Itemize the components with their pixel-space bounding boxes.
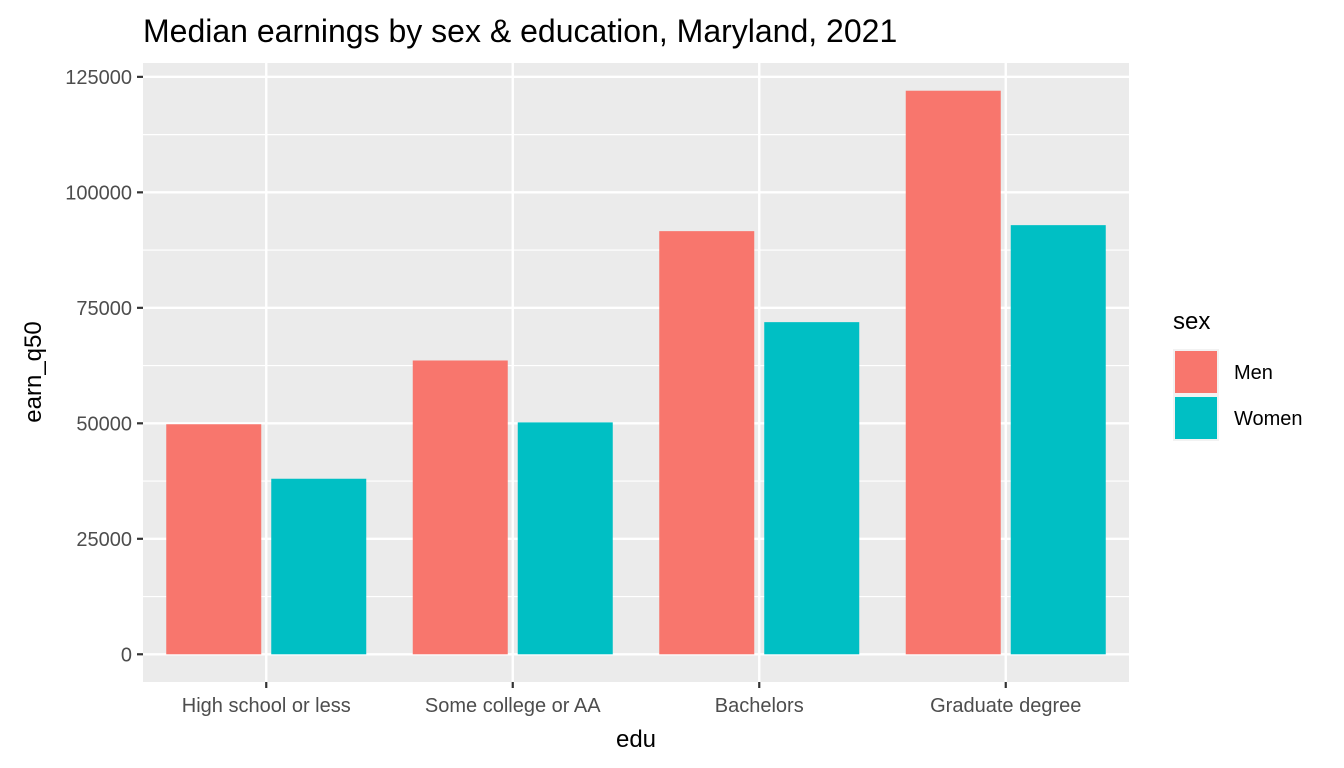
x-tick-label: Graduate degree — [930, 695, 1081, 717]
legend: sex Men Women — [1173, 308, 1303, 441]
bar-women — [764, 322, 860, 655]
legend-title: sex — [1173, 308, 1210, 335]
y-axis: 0 25000 50000 75000 100000 125000 — [65, 67, 143, 666]
bar-women — [1010, 225, 1106, 655]
bar-women — [271, 478, 367, 655]
x-tick-label: High school or less — [182, 695, 351, 717]
y-tick-label: 0 — [121, 644, 132, 666]
bar-women — [517, 422, 613, 655]
legend-label: Women — [1234, 408, 1303, 430]
x-tick-label: Bachelors — [715, 695, 804, 717]
legend-label: Men — [1234, 362, 1273, 384]
bar-men — [412, 360, 508, 655]
x-tick-label: Some college or AA — [425, 695, 601, 717]
y-axis-title: earn_q50 — [20, 321, 47, 422]
bar-men — [659, 231, 755, 655]
y-tick-label: 125000 — [65, 67, 132, 89]
bar-men — [166, 424, 262, 655]
y-tick-label: 100000 — [65, 182, 132, 204]
y-tick-label: 50000 — [76, 413, 132, 435]
legend-swatch-men — [1175, 351, 1217, 393]
y-tick-label: 25000 — [76, 529, 132, 551]
legend-swatch-women — [1175, 397, 1217, 439]
x-axis: High school or less Some college or AA Bac… — [182, 682, 1081, 717]
y-tick-label: 75000 — [76, 298, 132, 320]
x-axis-title: edu — [616, 726, 656, 753]
chart-title: Median earnings by sex & education, Mary… — [143, 13, 897, 49]
bar-men — [905, 90, 1001, 655]
bars — [166, 90, 1106, 655]
